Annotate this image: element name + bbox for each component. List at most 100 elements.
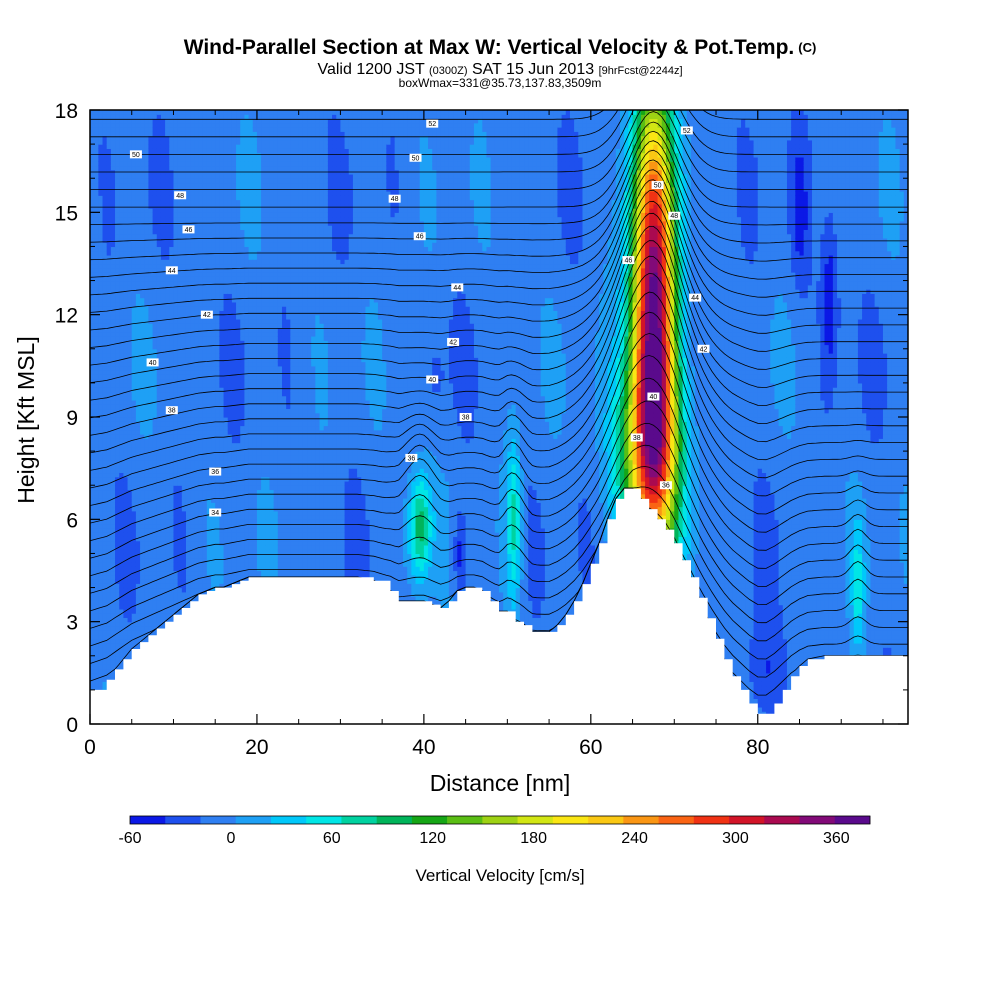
isentrope-line — [90, 377, 908, 551]
isentrope-label: 48 — [668, 211, 681, 220]
colorbar-tick-label: 120 — [419, 830, 446, 847]
colorbar-swatch — [447, 816, 483, 824]
valid-date: SAT 15 Jun 2013 — [472, 61, 594, 78]
isentrope-line — [90, 486, 908, 642]
isentrope-line — [90, 311, 908, 497]
valid-time-utc: (0300Z) — [429, 65, 468, 77]
x-tick-label: 80 — [746, 736, 769, 759]
isentrope-label: 36 — [659, 481, 672, 490]
isentrope-label: 36 — [405, 453, 418, 462]
isentrope-label: 44 — [451, 283, 464, 292]
isentrope-label: 46 — [413, 232, 426, 241]
isentrope-label: 42 — [447, 337, 460, 346]
y-tick-label: 12 — [55, 305, 78, 328]
isentrope-line — [90, 110, 908, 190]
isentrope-line — [90, 36, 908, 102]
isentrope-label: 40 — [146, 358, 159, 367]
isentrope-line — [90, 110, 908, 155]
isentrope-line — [90, 422, 908, 587]
axes: 0 20 40 60 80 0 36 9 12 15 18 — [55, 100, 908, 759]
colorbar-tick-label: 360 — [823, 830, 850, 847]
colorbar-swatch — [834, 816, 871, 824]
y-tick-label: 15 — [55, 202, 78, 225]
y-tick-label: 9 — [66, 407, 78, 430]
colorbar-tick-label: 300 — [722, 830, 749, 847]
chart-subtitle: Valid 1200 JST (0300Z) SAT 15 Jun 2013 [… — [0, 61, 1000, 80]
colorbar-tick-label: 180 — [520, 830, 547, 847]
colorbar-tick-label: 60 — [323, 830, 341, 847]
chart-title: Wind-Parallel Section at Max W: Vertical… — [0, 36, 1000, 60]
colorbar-tick-label: -60 — [118, 830, 141, 847]
colorbar-swatch — [517, 816, 554, 824]
isentrope-label: 38 — [630, 433, 643, 442]
colorbar-swatch — [306, 816, 342, 824]
isentrope-label: 44 — [689, 293, 702, 302]
isentrope-line — [90, 200, 908, 370]
colorbar-swatch — [552, 816, 589, 824]
colorbar-title: Vertical Velocity [cm/s] — [415, 866, 584, 885]
title-text: Wind-Parallel Section at Max W: Vertical… — [184, 36, 795, 59]
isentrope-line — [90, 255, 908, 443]
title-tag: (C) — [798, 40, 816, 55]
y-tick-label: 18 — [55, 100, 78, 123]
isentrope-label: 36 — [209, 467, 222, 476]
isentrope-line — [90, 333, 908, 515]
isentrope-line — [90, 111, 908, 208]
isentrope-label: 38 — [165, 406, 178, 415]
x-tick-label: 0 — [84, 736, 96, 759]
isentrope-label: 34 — [209, 508, 222, 517]
colorbar-tick-label: 0 — [226, 830, 235, 847]
isentrope-label: 46 — [622, 256, 635, 265]
isentrope-line — [90, 212, 908, 388]
isentrope-label: 40 — [426, 375, 439, 384]
colorbar-swatch — [693, 816, 730, 824]
colorbar-swatch — [588, 816, 624, 824]
isentrope-label: 42 — [697, 344, 710, 353]
isentrope-line — [90, 110, 908, 120]
isentrope-label: 44 — [165, 266, 178, 275]
isentrope-label: 50 — [651, 181, 664, 190]
forecast-info: [9hrFcst@2244z] — [599, 65, 683, 77]
isentrope-line — [90, 240, 908, 425]
colorbar-swatch — [729, 816, 765, 824]
colorbar-tick-label: 240 — [621, 830, 648, 847]
colorbar-swatch — [799, 816, 836, 824]
colorbar-swatch — [341, 816, 377, 824]
isentrope-label: 48 — [388, 194, 401, 203]
isentrope-label: 48 — [174, 191, 187, 200]
box-info: boxWmax=331@35.73,137.83,3509m — [0, 77, 1000, 89]
y-tick-label: 0 — [66, 714, 78, 737]
y-axis-title: Height [Kft MSL] — [13, 336, 39, 503]
isentrope-line — [90, 355, 908, 533]
isentrope-label: 38 — [459, 413, 472, 422]
colorbar: -60 0 60 120 180 240 300 360 — [118, 815, 871, 847]
colorbar-swatch — [764, 816, 800, 824]
colorbar-swatch — [623, 816, 659, 824]
x-tick-label: 20 — [245, 736, 268, 759]
isentrope-label: 46 — [182, 225, 195, 234]
isentrope-label: 42 — [200, 310, 213, 319]
isentrope-line — [90, 110, 908, 173]
isentrope-label: 40 — [647, 392, 660, 401]
colorbar-swatch — [235, 816, 272, 824]
isentrope-line — [90, 149, 908, 280]
y-tick-label: 6 — [66, 509, 78, 532]
colorbar-swatch — [165, 816, 201, 824]
isentrope-line — [90, 179, 908, 334]
isentrope-label: 52 — [680, 126, 693, 135]
terrain-mask — [90, 488, 908, 724]
x-tick-label: 40 — [412, 736, 435, 759]
isentrope-line — [90, 226, 908, 406]
isentrope-line — [90, 444, 908, 605]
colorbar-swatch — [200, 816, 237, 824]
colorbar-swatch — [130, 816, 166, 824]
isentrope-line — [90, 140, 908, 262]
isentrope-line — [90, 121, 908, 226]
x-axis-title: Distance [nm] — [430, 770, 571, 796]
colorbar-swatch — [411, 816, 448, 824]
x-tick-label: 60 — [579, 736, 602, 759]
colorbar-swatch — [376, 816, 413, 824]
colorbar-swatch — [270, 816, 307, 824]
isentrope-line — [90, 291, 908, 479]
isentrope-line — [90, 130, 908, 244]
